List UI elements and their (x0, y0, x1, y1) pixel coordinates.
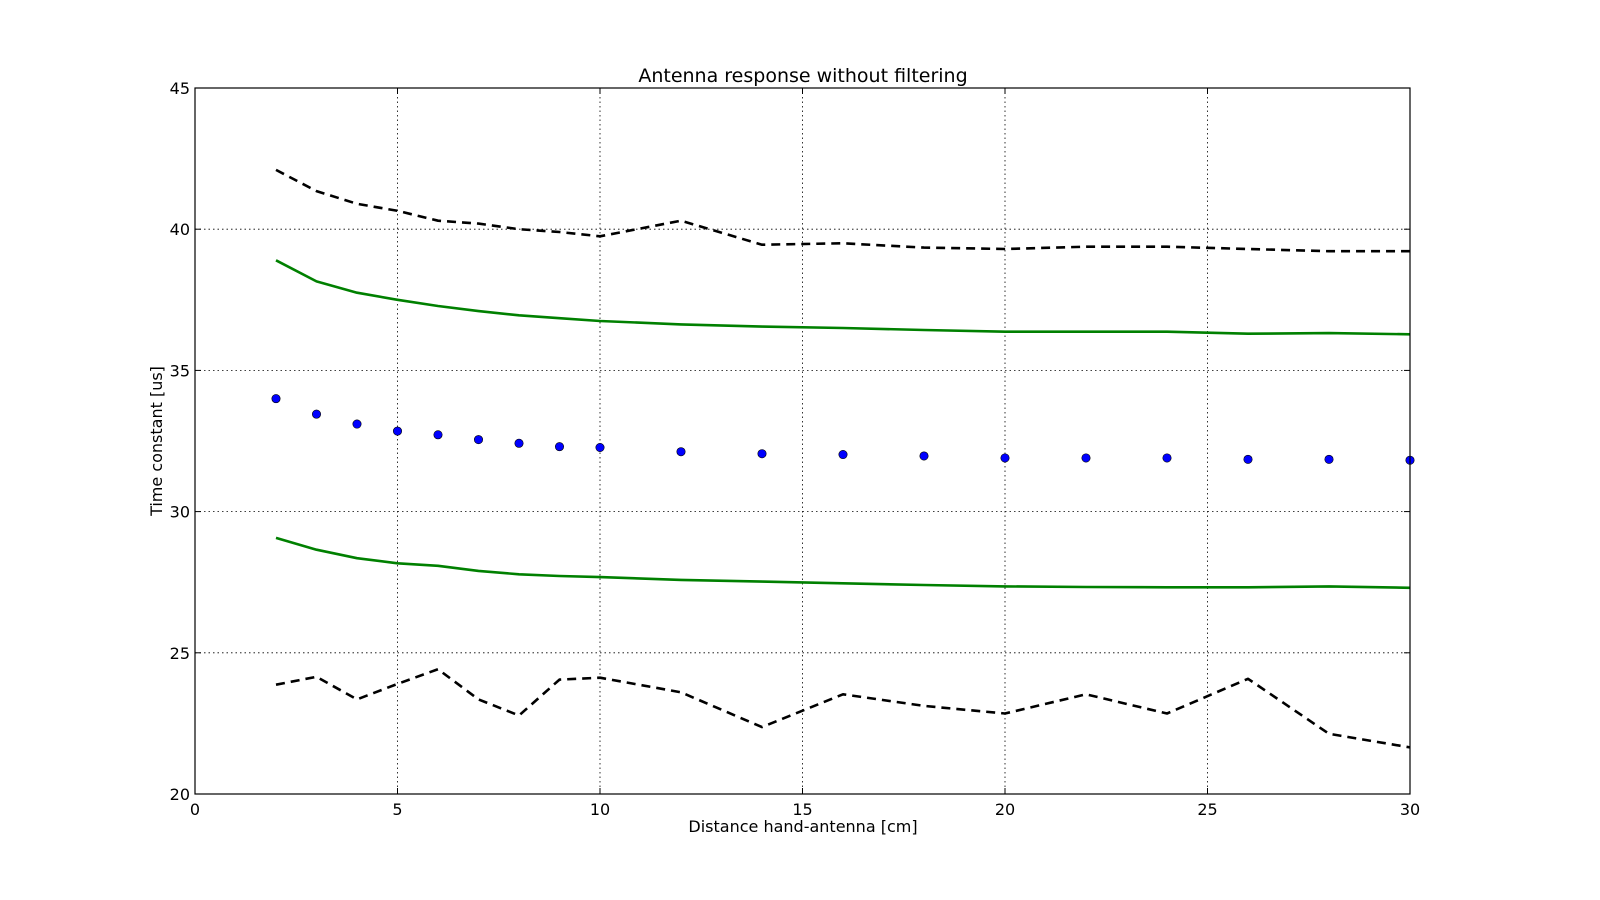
series-line (275, 667, 1411, 749)
series-line (275, 168, 1410, 253)
plot-frame (194, 87, 1411, 795)
chart-title: Antenna response without filtering (638, 65, 967, 87)
x-tick-label: 30 (1400, 800, 1420, 819)
data-point (392, 426, 402, 436)
data-point (311, 409, 321, 419)
y-tick-label: 45 (170, 79, 190, 98)
x-tick-label: 0 (190, 800, 200, 819)
data-point (433, 430, 443, 440)
data-point (676, 447, 686, 457)
data-point (554, 442, 564, 452)
x-tick-label: 25 (1197, 800, 1217, 819)
y-tick-label: 30 (170, 503, 190, 522)
series-1 (275, 168, 1410, 253)
y-axis-label: Time constant [us] (147, 366, 166, 517)
series-line (275, 536, 1411, 590)
data-point (919, 451, 929, 461)
data-point (514, 438, 524, 448)
data-point (1162, 453, 1172, 463)
series-group (271, 168, 1415, 749)
series-5 (275, 667, 1411, 749)
data-point (352, 419, 362, 429)
series-2 (275, 259, 1411, 336)
data-point (838, 450, 848, 460)
data-point (473, 435, 483, 445)
data-point (757, 449, 767, 459)
series-line (275, 259, 1411, 336)
x-tick-label: 5 (392, 800, 402, 819)
y-tick-label: 40 (170, 220, 190, 239)
x-tick-label: 20 (995, 800, 1015, 819)
data-point (1081, 453, 1091, 463)
data-point (271, 394, 281, 404)
series-3 (271, 394, 1415, 465)
y-tick-label: 35 (170, 361, 190, 380)
x-tick-label: 10 (590, 800, 610, 819)
data-point (1324, 454, 1334, 464)
y-tick-label: 25 (170, 644, 190, 663)
x-axis-label: Distance hand-antenna [cm] (688, 817, 917, 836)
series-4 (275, 536, 1411, 590)
axis-ticks: 0 5 10 15 20 25 30 20 25 30 35 40 45 (170, 79, 1421, 819)
x-tick-label: 15 (792, 800, 812, 819)
data-point (1243, 454, 1253, 464)
data-point (1000, 453, 1010, 463)
data-point (595, 442, 605, 452)
grid (195, 88, 1410, 794)
y-tick-label: 20 (170, 785, 190, 804)
